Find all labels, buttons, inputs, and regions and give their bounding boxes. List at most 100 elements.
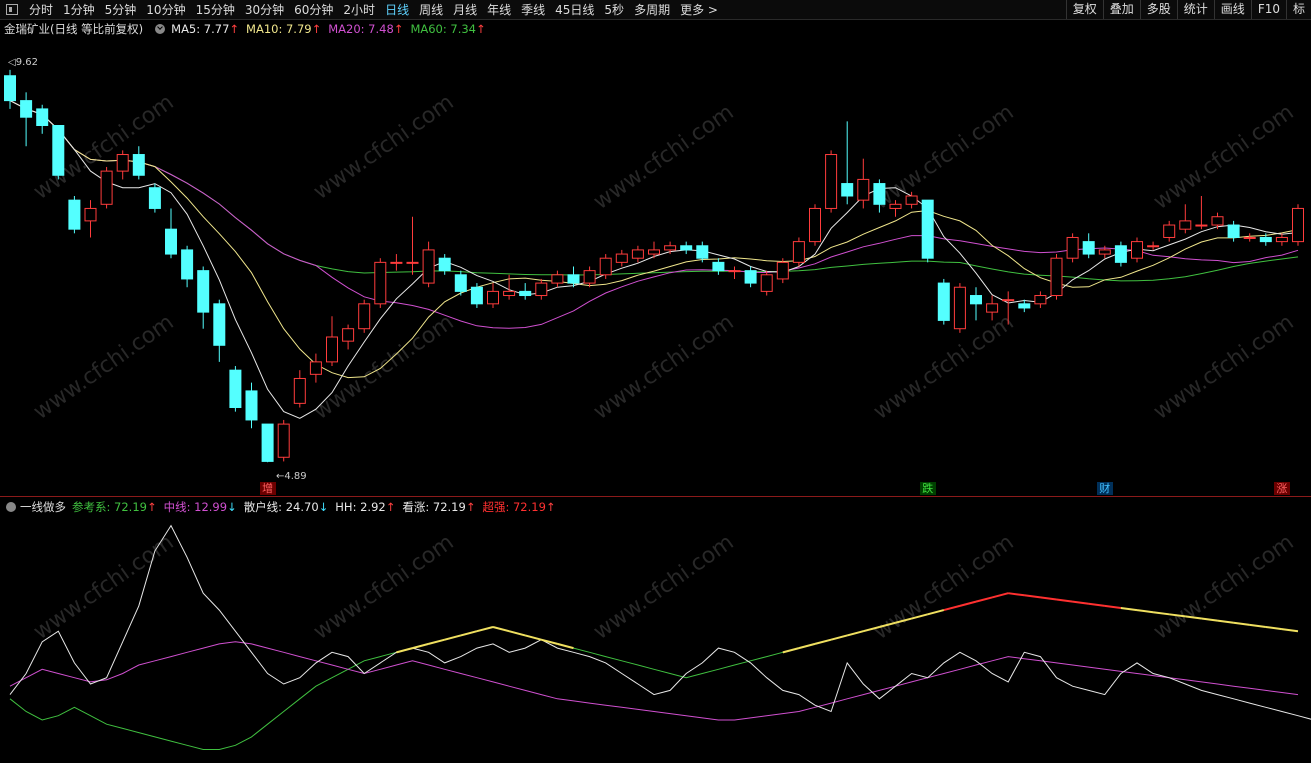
candle-body <box>535 282 548 297</box>
candle-body <box>36 108 49 127</box>
candle-body <box>261 423 274 462</box>
bull-line-segment <box>1104 604 1122 609</box>
bull-line-segment <box>1265 625 1283 631</box>
period-tab[interactable]: 季线 <box>521 3 546 17</box>
candle-body <box>744 270 757 284</box>
bull-line-segment <box>1008 592 1025 597</box>
bull-line-segment <box>991 592 1009 599</box>
candle-body <box>1163 224 1176 238</box>
middle-line <box>9 641 1299 721</box>
bull-line-segment <box>798 642 816 650</box>
candle-body <box>1227 224 1240 238</box>
bull-line-segment <box>863 626 880 633</box>
candle-body <box>857 178 870 201</box>
legend-value: 看涨: 72.19 <box>402 500 466 514</box>
candle-body <box>1050 257 1063 297</box>
toolbar-button[interactable]: 画线 <box>1213 0 1251 19</box>
legend-item: 散户线: 24.70↓ <box>244 500 329 514</box>
candle-body <box>454 274 467 292</box>
period-tab[interactable]: 分时 <box>29 3 54 17</box>
period-tab[interactable]: 10分钟 <box>146 3 186 17</box>
legend-value: MA10: 7.79 <box>246 22 312 36</box>
candle-body <box>132 154 145 176</box>
bull-line-segment <box>460 630 478 637</box>
candle-body <box>487 290 499 305</box>
period-tab[interactable]: 周线 <box>419 3 444 17</box>
stock-title: 金瑞矿业(日线 等比前复权) <box>4 22 144 36</box>
candle-body <box>825 154 838 209</box>
trend-arrow-icon: ↑ <box>465 500 476 514</box>
period-tab[interactable]: 15分钟 <box>195 3 235 17</box>
candle-body <box>390 261 403 264</box>
toolbar-button[interactable]: F10 <box>1250 0 1286 19</box>
period-toolbar: 分时 1分钟 5分钟 10分钟 15分钟 30分钟 60分钟 2小时 日线 周线 月线 年线 季线 45日… <box>0 0 1311 20</box>
toolbar-button[interactable]: 多股 <box>1139 0 1177 19</box>
period-tab[interactable]: 5分钟 <box>104 3 137 17</box>
candle-body <box>664 245 677 251</box>
settings-dropdown-icon[interactable] <box>155 24 166 34</box>
indicator-legend: 一线做多 参考系: 72.19↑ 中线: 12.99↓ 散户线: 24.70↓ HH:… <box>4 499 563 515</box>
toolbar-button[interactable]: 统计 <box>1176 0 1214 19</box>
candle-body <box>229 369 242 409</box>
trend-arrow-icon: ↓ <box>318 500 329 514</box>
low-price-label: ←4.89 <box>276 471 307 482</box>
period-tab[interactable]: 多周期 <box>634 3 671 17</box>
bull-line-segment <box>1040 596 1057 601</box>
candle-body <box>1259 236 1272 243</box>
watermark-text: www.cfchi.com <box>869 100 1018 215</box>
candle-body <box>309 361 322 375</box>
candle-body <box>1082 241 1095 255</box>
period-tab[interactable]: 45日线 <box>555 3 595 17</box>
panel-toggle-icon[interactable] <box>6 4 18 15</box>
watermark-text: www.cfchi.com <box>589 530 738 645</box>
toolbar-button[interactable]: 标 <box>1285 0 1311 19</box>
candle-body <box>422 249 435 284</box>
period-tab[interactable]: 5秒 <box>604 3 625 17</box>
candle-body <box>519 290 532 297</box>
bull-line-segment <box>508 630 526 637</box>
signal-marker: 涨 <box>1273 482 1290 495</box>
bull-line-segment <box>1088 602 1105 607</box>
candle-body <box>696 245 709 259</box>
candle-body <box>1034 295 1047 305</box>
bull-line-segment <box>927 609 945 616</box>
panel-divider <box>0 496 1311 497</box>
period-tab[interactable]: 60分钟 <box>294 3 334 17</box>
signal-marker: 增 <box>259 482 276 495</box>
bull-line-segment <box>1185 615 1202 620</box>
candle-body <box>1098 249 1111 255</box>
bull-line-segment <box>1217 619 1234 624</box>
candle-body <box>503 290 516 297</box>
period-tab[interactable]: 30分钟 <box>244 3 285 17</box>
candle-body <box>1211 216 1224 226</box>
period-tab[interactable]: 日线 <box>385 3 410 17</box>
bull-line-segment <box>975 596 993 603</box>
period-tab[interactable]: 1分钟 <box>63 3 95 17</box>
trend-arrow-icon: ↑ <box>393 22 404 36</box>
period-tab[interactable]: 月线 <box>453 3 478 17</box>
legend-value: 参考系: 72.19 <box>72 500 147 514</box>
indicator-dropdown-icon[interactable] <box>6 502 16 512</box>
period-tab[interactable]: 2小时 <box>343 3 376 17</box>
candle-body <box>712 261 725 272</box>
toolbar-button[interactable]: 叠加 <box>1102 0 1140 19</box>
watermark-text: www.cfchi.com <box>1149 100 1298 215</box>
candle-body <box>68 199 81 230</box>
candle-body <box>1195 224 1208 227</box>
bull-line-segment <box>959 600 977 607</box>
trend-arrow-icon: ↑ <box>229 22 240 36</box>
bull-line-segment <box>1072 600 1089 605</box>
candle-body <box>551 274 564 284</box>
bull-line-segment <box>428 638 445 645</box>
toolbar-button[interactable]: 复权 <box>1065 0 1103 19</box>
retail-line <box>9 524 1311 720</box>
period-tab[interactable]: 年线 <box>487 3 512 17</box>
legend-value: MA60: 7.34 <box>410 22 476 36</box>
bull-line-segment <box>782 647 800 654</box>
period-tab[interactable]: 更多 > <box>680 3 718 17</box>
bull-line-segment <box>1056 598 1073 603</box>
bull-line-segment <box>1201 617 1218 622</box>
candle-body <box>84 207 97 222</box>
candle-body <box>245 390 258 421</box>
